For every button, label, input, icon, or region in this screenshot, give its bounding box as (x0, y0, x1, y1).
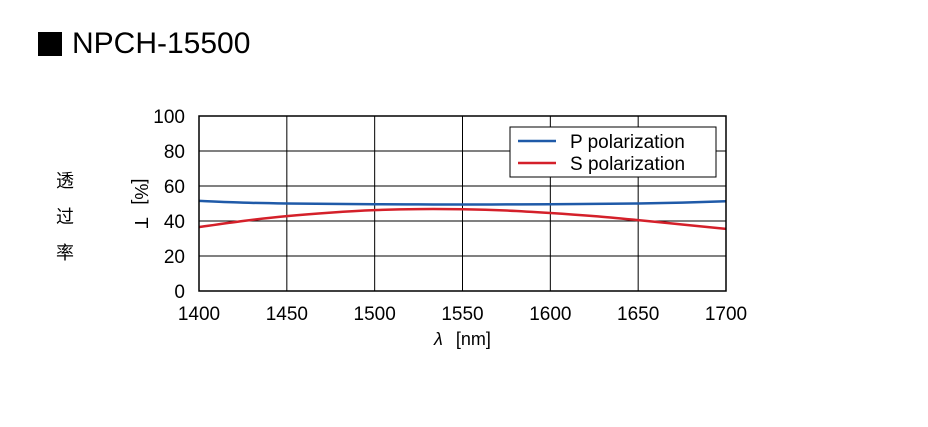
x-axis-label: λ [nm] (433, 329, 491, 349)
x-tick-label: 1550 (441, 304, 483, 325)
x-tick-label: 1650 (617, 304, 659, 325)
x-axis-unit: [nm] (456, 329, 491, 349)
legend: P polarization S polarization (509, 126, 717, 178)
plot-frame (198, 115, 727, 292)
side-label-char: 过 (56, 207, 74, 228)
series-line-p-polarization (198, 199, 727, 206)
y-tick-label: 80 (164, 142, 185, 163)
series-line-s-polarization (198, 207, 727, 231)
x-tick-label: 1500 (354, 304, 396, 325)
side-label-char: 透 (56, 171, 74, 192)
legend-box (509, 126, 717, 178)
x-axis-symbol: λ (433, 329, 443, 349)
x-tick-label: 1450 (266, 304, 308, 325)
legend-label-s-polarization: S polarization (570, 154, 685, 175)
x-tick-labels: 1400 1450 1500 1550 1600 1650 1700 (178, 304, 747, 325)
y-tick-label: 0 (174, 282, 185, 303)
y-axis-unit: [%] (131, 179, 151, 205)
y-tick-label: 100 (153, 107, 185, 128)
y-tick-label: 60 (164, 177, 185, 198)
transmittance-side-label: 透 过 率 (52, 164, 78, 272)
series-layer (198, 199, 727, 231)
title-square-icon (38, 32, 62, 56)
y-tick-label: 40 (164, 212, 185, 233)
y-axis-symbol: T (131, 217, 151, 228)
chart-title: NPCH-15500 (72, 27, 251, 60)
chart-title-row: NPCH-15500 (38, 26, 250, 62)
y-axis-label: [%] T (131, 179, 151, 229)
x-tick-label: 1600 (529, 304, 571, 325)
legend-label-p-polarization: P polarization (570, 132, 685, 153)
side-label-char: 率 (56, 243, 74, 264)
x-tick-label: 1400 (178, 304, 220, 325)
y-tick-label: 20 (164, 247, 185, 268)
y-tick-labels: 0 20 40 60 80 100 (153, 107, 185, 303)
x-tick-label: 1700 (705, 304, 747, 325)
